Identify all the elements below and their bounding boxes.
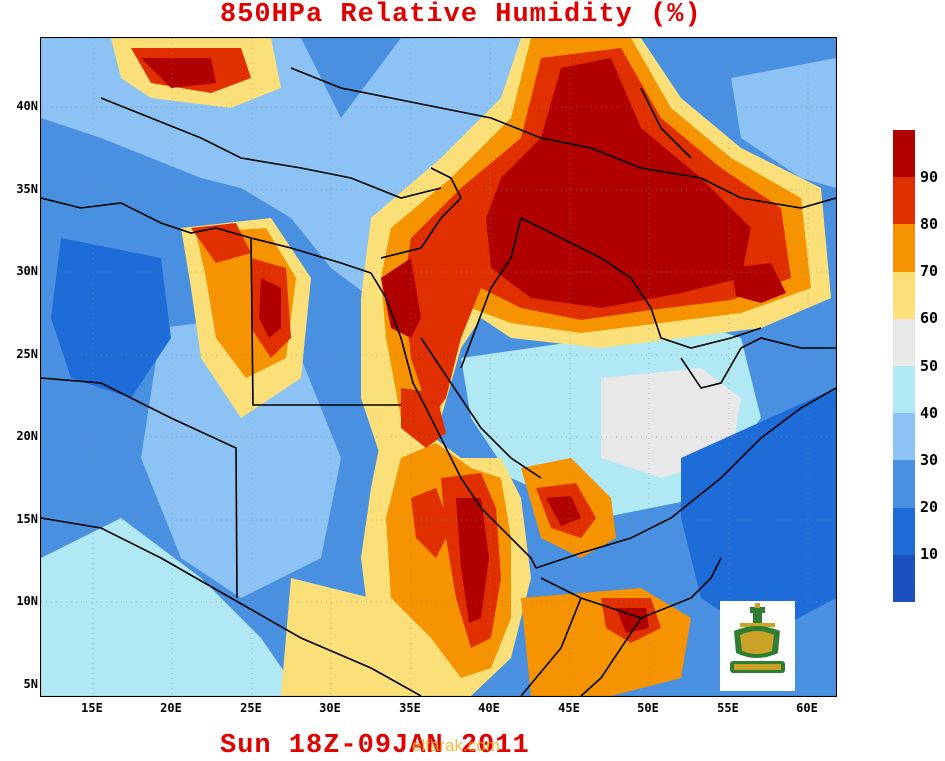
legend-swatch-70-80 <box>893 224 915 272</box>
x-tick-label-20e: 20E <box>160 701 182 715</box>
legend-label-30: 30 <box>920 451 939 469</box>
humidity-field <box>41 38 836 696</box>
legend-swatch-0-10 <box>893 554 915 602</box>
chart-title: 850HPa Relative Humidity (%) <box>220 0 702 30</box>
valid-time-label: Sun 18Z-09JAN 2011 <box>220 731 530 761</box>
legend-label-50: 50 <box>920 357 939 375</box>
legend-label-20: 20 <box>920 498 939 516</box>
legend-label-60: 60 <box>920 309 939 327</box>
x-tick-label-25e: 25E <box>240 701 262 715</box>
legend-swatch-10-20 <box>893 507 915 555</box>
y-tick-label-5n: 5N <box>23 677 38 691</box>
y-tick-label-40n: 40N <box>16 99 38 113</box>
y-tick-label-30n: 30N <box>16 264 38 278</box>
y-tick-label-35n: 35N <box>16 182 38 196</box>
legend-swatch-20-30 <box>893 460 915 508</box>
x-tick-label-60e: 60E <box>796 701 818 715</box>
y-tick-label-20n: 20N <box>16 429 38 443</box>
legend-label-70: 70 <box>920 262 939 280</box>
legend-label-10: 10 <box>920 545 939 563</box>
x-tick-label-55e: 55E <box>717 701 739 715</box>
x-tick-label-40e: 40E <box>478 701 500 715</box>
legend-swatch-80-90 <box>893 177 915 225</box>
legend-label-80: 80 <box>920 215 939 233</box>
x-tick-label-50e: 50E <box>637 701 659 715</box>
y-tick-label-25n: 25N <box>16 347 38 361</box>
humidity-map <box>40 37 837 697</box>
legend-label-90: 90 <box>920 168 939 186</box>
x-tick-label-45e: 45E <box>558 701 580 715</box>
x-tick-label-15e: 15E <box>81 701 103 715</box>
university-emblem-icon <box>720 601 795 691</box>
watermark: elfarak.com <box>412 736 500 755</box>
legend-swatch-50-60 <box>893 318 915 366</box>
x-tick-label-35e: 35E <box>399 701 421 715</box>
y-tick-label-10n: 10N <box>16 594 38 608</box>
color-legend <box>893 130 915 602</box>
legend-swatch-40-50 <box>893 365 915 414</box>
legend-swatch-90plus <box>893 130 915 178</box>
legend-label-40: 40 <box>920 404 939 422</box>
x-tick-label-30e: 30E <box>319 701 341 715</box>
legend-swatch-60-70 <box>893 271 915 319</box>
legend-swatch-30-40 <box>893 413 915 461</box>
y-tick-label-15n: 15N <box>16 512 38 526</box>
